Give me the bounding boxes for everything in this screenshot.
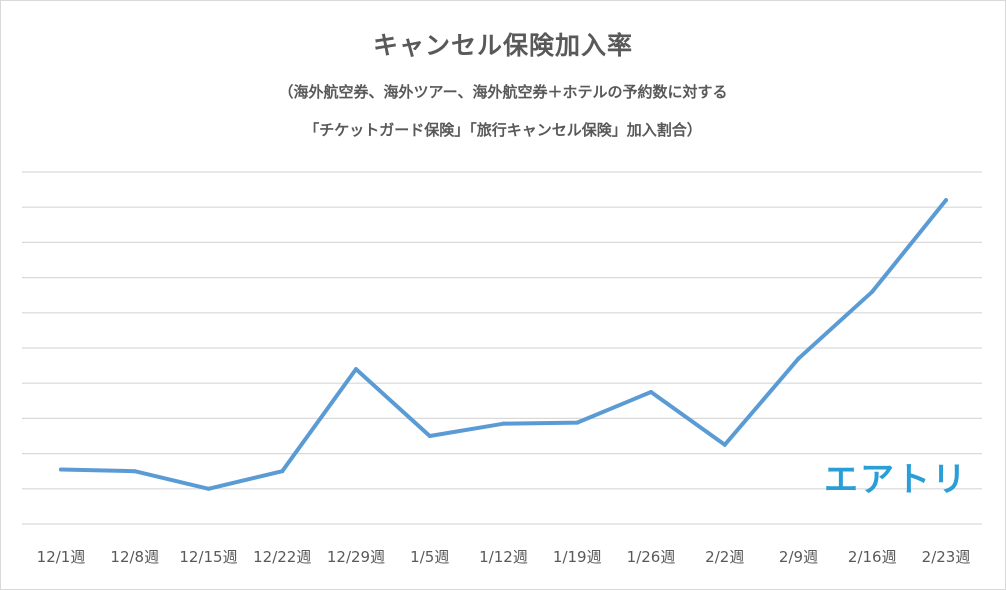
data-point [944, 198, 948, 203]
series-line [59, 198, 948, 491]
x-tick-label: 12/15週 [179, 548, 237, 566]
data-point [649, 390, 653, 394]
data-point [575, 420, 580, 425]
chart-subtitle-line-1: （海外航空券、海外ツアー、海外航空券＋ホテルの予約数に対する [278, 83, 728, 101]
data-point [501, 421, 506, 426]
x-tick-label: 12/29週 [327, 548, 385, 566]
x-tick-label: 12/1週 [37, 548, 86, 566]
data-point [796, 356, 801, 361]
x-tick-label: 2/16週 [848, 548, 897, 566]
x-tick-label: 12/22週 [253, 548, 311, 566]
x-axis-tick-labels: 12/1週 12/8週 12/15週 12/22週 12/29週 1/5週 1/12週 1/1… [37, 548, 971, 566]
data-point [427, 434, 432, 438]
x-tick-label: 1/26週 [627, 548, 676, 566]
gridlines [22, 171, 982, 525]
x-tick-label: 1/19週 [553, 548, 602, 566]
x-tick-label: 1/12週 [479, 548, 528, 566]
data-point [870, 289, 875, 294]
x-tick-label: 2/9週 [779, 548, 818, 566]
data-point [59, 467, 63, 472]
x-tick-label: 2/2週 [705, 548, 744, 566]
data-point [206, 486, 211, 491]
x-tick-label: 1/5週 [410, 548, 449, 566]
data-point [132, 469, 137, 474]
airtrip-logo: エアトリ [824, 460, 968, 500]
chart-title: キャンセル保険加入率 [372, 31, 633, 60]
data-point [354, 367, 358, 372]
data-point [722, 442, 727, 447]
chart-subtitle-line-2: 「チケットガード保険」「旅行キャンセル保険」加入割合） [304, 121, 702, 139]
x-tick-label: 2/23週 [922, 548, 971, 566]
x-tick-label: 12/8週 [110, 548, 159, 566]
data-point [280, 469, 285, 474]
series-layer [59, 198, 948, 491]
